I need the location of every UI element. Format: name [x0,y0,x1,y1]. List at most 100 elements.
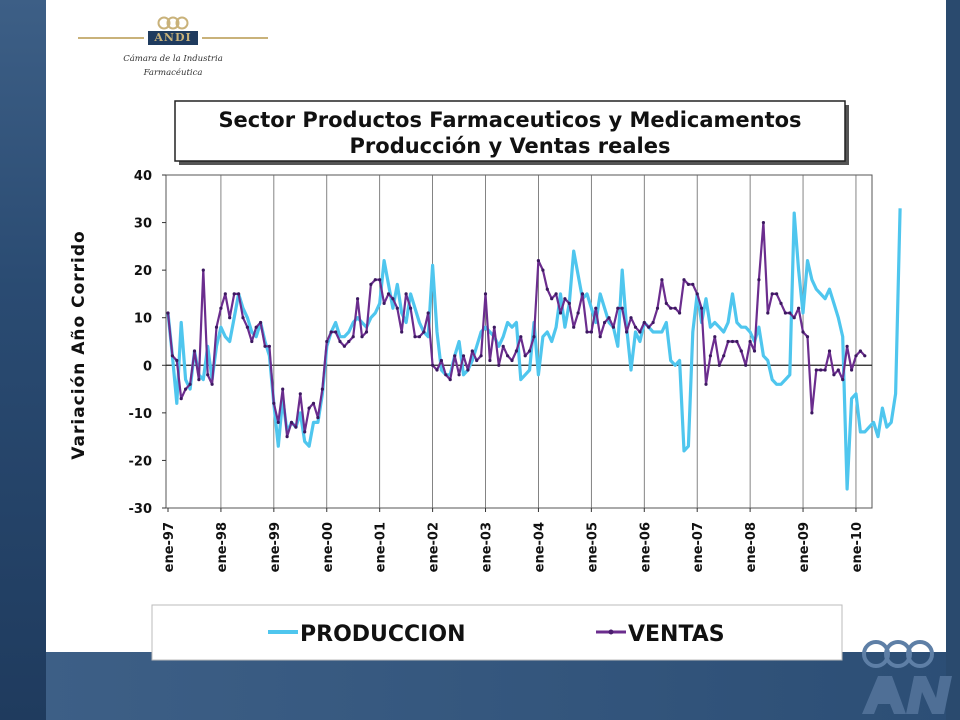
data-point-ventas [439,358,443,363]
data-point-ventas [700,306,704,310]
data-point-ventas [735,339,739,344]
data-point-ventas [223,292,227,296]
data-point-ventas [651,320,655,325]
data-point-ventas [717,363,721,367]
data-point-ventas [254,325,258,329]
x-axis-ticks: ene-97 ene-98 ene-99 ene-00 ene-01 ene-02 ene-… [162,508,865,572]
data-point-ventas [497,363,501,367]
data-point-ventas [841,378,845,382]
data-point-ventas [625,330,629,334]
data-point-ventas [775,292,779,296]
data-point-ventas [827,349,832,353]
data-point-ventas [620,306,624,310]
data-point-ventas [192,349,197,353]
data-point-ventas [744,363,748,367]
data-point-ventas [797,306,801,310]
data-point-ventas [395,306,399,310]
data-point-ventas [294,425,298,429]
y-tick-label: 20 [134,264,152,279]
data-point-ventas [444,373,448,377]
data-point-ventas [417,335,421,339]
logo-brand: ANDI [148,31,198,45]
data-point-ventas [329,330,333,334]
x-tick-label: ene-99 [268,522,283,572]
left-sidebar [0,0,46,720]
data-point-ventas [206,373,210,377]
data-point-ventas [369,282,373,286]
data-point-ventas [426,311,430,315]
x-tick-label: ene-03 [480,522,495,572]
right-edge [946,0,960,720]
data-point-ventas [523,354,527,358]
data-point-ventas [245,325,249,329]
data-point-ventas [214,325,219,329]
data-point-ventas [836,368,840,372]
data-point-ventas [281,387,285,391]
x-tick-label: ene-08 [744,522,759,572]
data-point-ventas [210,382,214,386]
data-point-ventas [404,292,408,296]
data-point-ventas [431,363,435,367]
data-point-ventas [757,278,761,282]
data-point-ventas [519,335,523,339]
data-point-ventas [179,397,183,401]
data-point-ventas [342,344,346,348]
data-point-ventas [184,387,188,391]
data-point-ventas [488,358,492,363]
x-tick-label: ene-97 [162,522,177,572]
data-point-ventas [466,368,470,372]
data-point-ventas [272,401,276,405]
data-point-ventas [400,330,404,334]
y-tick-label: -30 [129,502,153,517]
data-point-ventas [678,311,682,315]
gridlines [166,175,872,508]
x-tick-label: ene-01 [374,522,389,572]
data-point-ventas [550,297,554,301]
data-point-ventas [801,330,805,334]
data-point-ventas [726,339,730,344]
data-point-ventas [197,378,201,382]
data-point-ventas [506,354,510,358]
data-point-ventas [545,287,549,291]
data-point-ventas [532,335,536,339]
legend-label-produccion: PRODUCCION [300,622,465,647]
data-point-ventas [686,282,691,286]
data-point-ventas [391,297,395,301]
chart-title: Sector Productos Farmaceuticos y Medicam… [218,108,801,132]
data-point-ventas [378,278,382,282]
data-point-ventas [563,297,567,301]
data-point-ventas [276,420,280,424]
data-point-ventas [664,301,668,305]
data-point-ventas [501,344,505,348]
data-point-ventas [858,349,863,353]
data-point-ventas [510,358,514,363]
data-point-ventas [669,306,673,310]
data-point-ventas [475,358,479,363]
data-point-ventas [739,349,743,353]
data-point-ventas [660,278,664,282]
data-point-ventas [761,221,766,225]
data-point-ventas [382,301,386,305]
data-point-ventas [704,382,708,386]
data-point-ventas [320,387,324,391]
data-point-ventas [201,268,205,272]
data-point-ventas [854,354,858,358]
y-axis-label: Variación Año Corrido [69,230,89,459]
x-tick-label: ene-07 [691,522,706,572]
data-point-ventas [263,344,267,348]
y-tick-label: 0 [143,359,152,374]
data-point-ventas [823,368,827,372]
data-point-ventas [673,306,677,310]
data-point-ventas [638,330,642,334]
data-point-ventas [819,368,823,372]
y-tick-label: -20 [129,454,153,469]
data-point-ventas [536,259,541,263]
series-group [166,208,902,491]
data-point-ventas [364,330,369,334]
legend-box [151,604,843,661]
title-box [174,100,846,162]
data-point-ventas [607,316,611,320]
data-point-ventas [611,325,616,329]
data-point-ventas [413,335,417,339]
data-point-ventas [289,420,294,424]
